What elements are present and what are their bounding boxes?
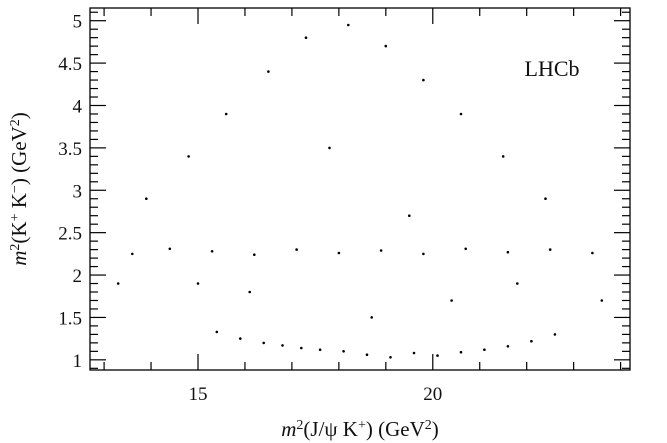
y-tick-label: 4.5 [58,54,82,75]
data-point [116,282,120,285]
data-point [145,197,148,200]
title-text: m [281,417,296,441]
plot-frame [89,7,631,371]
data-point [196,282,200,285]
data-point [422,78,425,82]
y-tick-label: 3 [73,181,83,202]
data-point [262,341,266,345]
data-point [370,316,374,319]
title-superscript: − [8,185,23,193]
data-point [544,197,547,200]
title-text: (K [7,221,31,243]
title-text: (J/ψ K [303,417,358,441]
title-superscript: 2 [8,244,23,251]
y-tick-label: 2.5 [58,224,82,245]
data-point [412,351,416,355]
data-points [116,23,604,359]
data-point [342,350,345,353]
data-point [553,333,557,336]
x-tick-label: 20 [423,384,442,405]
data-point [253,253,256,256]
data-point [389,356,392,359]
title-superscript: + [8,213,23,221]
data-point [267,70,270,73]
data-point [281,344,284,347]
axis-ticks [90,8,630,370]
data-point [131,252,134,256]
data-point [168,247,172,251]
lhcb-annotation: LHCb [525,56,580,81]
data-point [318,348,322,352]
data-point [304,36,308,39]
data-point [295,248,298,251]
data-point [365,353,369,357]
data-point [300,346,303,350]
data-point [224,112,228,116]
y-axis-title: m2(K+ K−) (GeV2) [7,112,31,265]
data-point [516,282,519,285]
title-superscript: + [358,418,366,433]
data-point [408,214,411,217]
data-point [530,339,533,343]
title-text: m [7,251,31,266]
data-point [464,247,468,251]
y-tick-label: 1 [73,351,83,372]
y-tick-label: 1.5 [58,308,82,329]
data-point [379,249,383,252]
title-superscript: 2 [8,119,23,126]
y-tick-label: 2 [73,266,83,287]
data-point [459,112,463,116]
x-tick-label: 15 [189,384,208,405]
data-point [591,251,594,255]
data-point [459,350,463,354]
data-point [422,252,425,256]
data-point [436,354,439,357]
title-superscript: 2 [425,418,432,433]
title-text: ) (GeV [366,417,425,441]
data-point [384,44,388,48]
data-point [506,345,510,348]
data-point [600,299,604,302]
title-text: ) (GeV [7,126,31,185]
x-axis-title: m2(J/ψ K+) (GeV2) [281,417,439,441]
data-point [347,23,350,27]
tick-labels: 15 20 1 1.5 2 2.5 3 3.5 4 4.5 5 [58,12,442,405]
data-point [328,146,331,150]
data-point [337,251,341,255]
data-point [248,290,251,294]
y-tick-label: 5 [73,12,83,33]
title-text: ) [432,417,439,441]
data-point [501,155,505,158]
y-tick-label: 4 [73,96,83,117]
title-text: ) [7,112,31,119]
data-point [450,299,453,302]
data-point [215,330,219,334]
data-point [187,155,190,158]
y-tick-label: 3.5 [58,139,82,160]
data-point [239,337,242,340]
title-superscript: 2 [296,418,303,433]
data-point [483,348,486,352]
data-point [210,250,214,253]
data-point [548,248,552,251]
data-point [506,250,510,254]
title-text: K [7,193,31,213]
